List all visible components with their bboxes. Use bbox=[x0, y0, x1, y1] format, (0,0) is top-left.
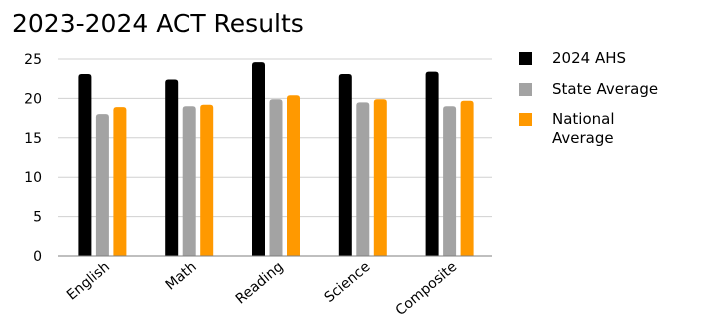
bar-2024-ahs-math bbox=[165, 79, 179, 256]
legend: 2024 AHS State Average National Average bbox=[519, 49, 658, 147]
legend-label: National Average bbox=[552, 110, 615, 147]
x-tick-label: Composite bbox=[393, 259, 461, 319]
bar-national-average-english bbox=[113, 107, 127, 257]
y-tick-label: 15 bbox=[24, 131, 42, 147]
bar-national-average-composite bbox=[460, 100, 474, 256]
bar-2024-ahs-composite bbox=[425, 71, 439, 256]
y-tick-label: 5 bbox=[33, 210, 42, 226]
x-tick-label: Science bbox=[322, 259, 374, 306]
bar-state-average-composite bbox=[443, 106, 457, 256]
bar-state-average-english bbox=[95, 114, 109, 256]
bar-national-average-math bbox=[200, 104, 214, 256]
x-tick-label: Reading bbox=[233, 259, 287, 308]
bar-state-average-science bbox=[356, 102, 370, 256]
x-tick-label: Math bbox=[163, 259, 200, 294]
bar-state-average-reading bbox=[269, 99, 283, 256]
x-tick-label: English bbox=[64, 259, 113, 304]
y-tick-label: 0 bbox=[33, 249, 42, 265]
y-tick-label: 10 bbox=[24, 170, 42, 186]
y-tick-label: 25 bbox=[24, 52, 42, 68]
chart-title: 2023-2024 ACT Results bbox=[12, 9, 304, 38]
bar-2024-ahs-science bbox=[338, 73, 352, 256]
legend-swatch bbox=[519, 52, 532, 65]
legend-swatch bbox=[519, 113, 532, 126]
bar-state-average-math bbox=[182, 106, 196, 256]
bar-2024-ahs-english bbox=[78, 73, 92, 256]
legend-swatch bbox=[519, 83, 532, 96]
legend-label: 2024 AHS bbox=[552, 49, 626, 67]
bar-2024-ahs-reading bbox=[252, 62, 265, 256]
y-axis-tick-labels: 0 5 10 15 20 25 bbox=[24, 52, 42, 265]
bar-national-average-reading bbox=[287, 95, 300, 256]
x-axis-tick-labels: English Math Reading Science Composite bbox=[64, 259, 460, 319]
legend-label: State Average bbox=[552, 80, 658, 98]
bars bbox=[78, 62, 474, 257]
y-tick-label: 20 bbox=[24, 91, 42, 107]
bar-national-average-science bbox=[373, 99, 387, 256]
